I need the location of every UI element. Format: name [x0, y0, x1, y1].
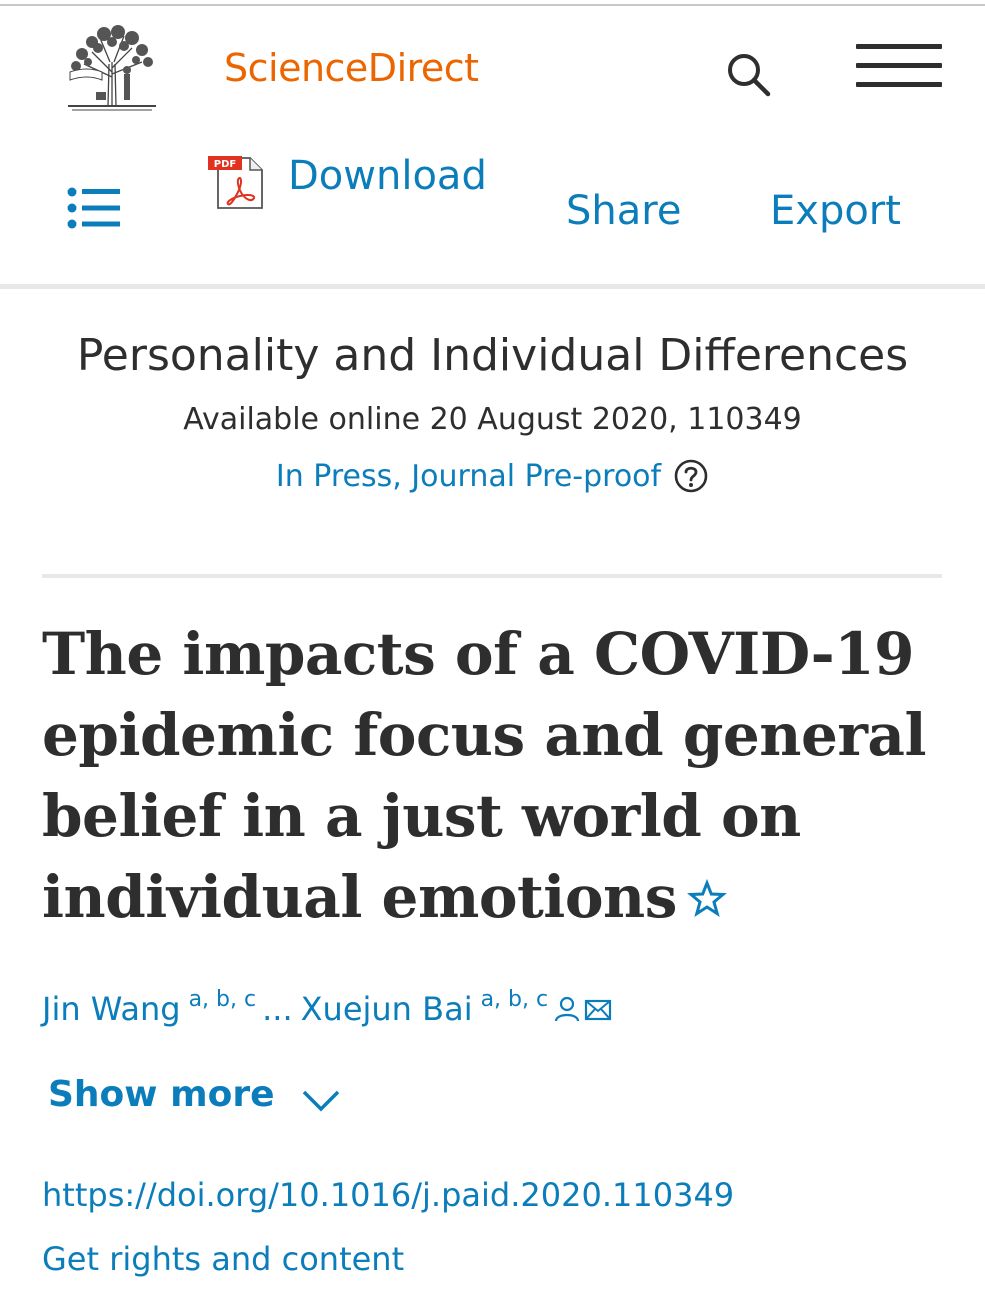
menu-bar-top [856, 44, 942, 49]
search-icon [728, 54, 771, 97]
status-label[interactable]: In Press, Journal Pre-proof [275, 458, 662, 494]
chevron-down-icon [302, 1090, 339, 1111]
hamburger-menu-button[interactable] [856, 42, 944, 90]
pdf-icon: PDF [208, 156, 263, 209]
authors-ellipsis[interactable]: ... [262, 990, 293, 1028]
menu-bar-bottom [856, 82, 942, 87]
article-title: The impacts of a COVID-19 epidemic focus… [42, 614, 942, 938]
journal-title-link[interactable]: Personality and Individual Differences [76, 330, 909, 381]
download-label: Download [288, 153, 487, 199]
mail-icon[interactable] [584, 998, 612, 1022]
download-pdf-button[interactable]: PDF Download [208, 152, 487, 212]
publication-date: Available online 20 August 2020, 110349 [183, 402, 802, 437]
star-icon[interactable] [686, 879, 727, 919]
person-icon[interactable] [554, 996, 580, 1022]
menu-bar-middle [856, 63, 942, 68]
author-list: Jin Wang a, b, c ... Xuejun Bai a, b, c [42, 987, 942, 1028]
title-line: epidemic focus and general [42, 701, 927, 769]
share-button[interactable]: Share [566, 188, 682, 234]
rights-link[interactable]: Get rights and content [42, 1240, 405, 1278]
title-line: individual emotions [42, 863, 677, 931]
export-button[interactable]: Export [770, 188, 901, 234]
title-line: The impacts of a COVID-19 [42, 620, 914, 688]
help-icon[interactable] [673, 458, 709, 494]
section-divider [42, 574, 942, 578]
title-line: belief in a just world on [42, 782, 801, 850]
article-status: In Press, Journal Pre-proof [0, 458, 985, 494]
svg-text:PDF: PDF [214, 159, 236, 170]
outline-list-icon [67, 187, 120, 229]
sciencedirect-brand[interactable]: ScienceDirect [224, 46, 479, 90]
show-more-label: Show more [48, 1074, 275, 1115]
author-last-affiliations[interactable]: a, b, c [480, 987, 549, 1012]
toolbar-divider [0, 284, 985, 289]
doi-link[interactable]: https://doi.org/10.1016/j.paid.2020.1103… [42, 1176, 735, 1214]
show-more-button[interactable]: Show more [48, 1074, 341, 1115]
outline-button[interactable] [66, 186, 122, 230]
elsevier-logo[interactable] [62, 22, 162, 114]
author-last[interactable]: Xuejun Bai [300, 990, 473, 1028]
author-first-affiliations[interactable]: a, b, c [188, 987, 257, 1012]
author-first[interactable]: Jin Wang [42, 990, 181, 1028]
search-button[interactable] [724, 50, 774, 100]
top-divider [0, 4, 985, 6]
